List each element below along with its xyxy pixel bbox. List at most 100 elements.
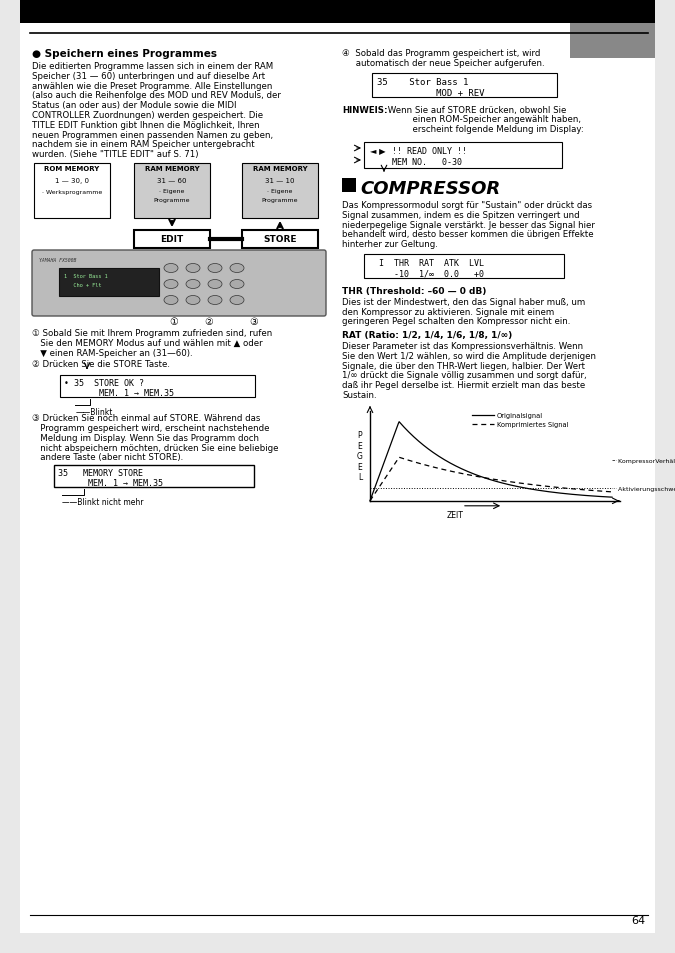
Ellipse shape — [186, 264, 200, 274]
Text: anwählen wie die Preset Programme. Alle Einstellungen: anwählen wie die Preset Programme. Alle … — [32, 82, 273, 91]
Bar — [54, 466, 254, 488]
Text: MOD + REV: MOD + REV — [377, 89, 485, 97]
Ellipse shape — [230, 296, 244, 305]
Text: geringeren Pegel schalten den Kompressor nicht ein.: geringeren Pegel schalten den Kompressor… — [342, 317, 570, 326]
Text: ② Drücken Sie die STORE Taste.: ② Drücken Sie die STORE Taste. — [32, 360, 170, 369]
Bar — [242, 231, 318, 249]
Text: · Eigene: · Eigene — [159, 189, 185, 193]
Text: 31 — 60: 31 — 60 — [157, 178, 187, 184]
Text: 31 — 10: 31 — 10 — [265, 178, 295, 184]
Text: ◄ ▶: ◄ ▶ — [370, 147, 385, 156]
Text: Programm gespeichert wird, erscheint nachstehende: Programm gespeichert wird, erscheint nac… — [32, 423, 269, 433]
Text: !! READ ONLY !!: !! READ ONLY !! — [392, 147, 467, 156]
Text: ③ Drücken Sie noch einmal auf STORE. Während das: ③ Drücken Sie noch einmal auf STORE. Wäh… — [32, 414, 261, 423]
Text: den Kompressor zu aktivieren. Signale mit einem: den Kompressor zu aktivieren. Signale mi… — [342, 307, 554, 316]
Text: nicht abspeichern möchten, drücken Sie eine beliebige: nicht abspeichern möchten, drücken Sie e… — [32, 443, 279, 452]
Text: einen ROM-Speicher angewählt haben,: einen ROM-Speicher angewählt haben, — [385, 115, 581, 124]
Bar — [134, 164, 210, 219]
Text: ▼ einen RAM-Speicher an (31—60).: ▼ einen RAM-Speicher an (31—60). — [32, 348, 192, 357]
Text: I  THR  RAT  ATK  LVL: I THR RAT ATK LVL — [369, 258, 484, 268]
Text: Komprimiertes Signal: Komprimiertes Signal — [497, 421, 568, 427]
Text: • 35  STORE OK ?: • 35 STORE OK ? — [64, 378, 144, 388]
Ellipse shape — [208, 280, 222, 289]
Text: CONTROLLER Zuordnungen) werden gespeichert. Die: CONTROLLER Zuordnungen) werden gespeiche… — [32, 111, 263, 120]
Ellipse shape — [186, 296, 200, 305]
Text: (also auch die Reihenfolge des MOD und REV Moduls, der: (also auch die Reihenfolge des MOD und R… — [32, 91, 281, 100]
Ellipse shape — [164, 264, 178, 274]
Text: 1 — 30, 0: 1 — 30, 0 — [55, 178, 89, 184]
Bar — [372, 73, 557, 97]
Text: KompressorVerhältnis (RAT): KompressorVerhältnis (RAT) — [618, 458, 675, 463]
Text: Wenn Sie auf STORE drücken, obwohl Sie: Wenn Sie auf STORE drücken, obwohl Sie — [385, 106, 566, 114]
Text: ④  Sobald das Programm gespeichert ist, wird: ④ Sobald das Programm gespeichert ist, w… — [342, 49, 541, 58]
Text: nachdem sie in einem RAM Speicher untergebracht: nachdem sie in einem RAM Speicher unterg… — [32, 140, 254, 150]
Ellipse shape — [230, 280, 244, 289]
Text: Programme: Programme — [262, 198, 298, 203]
Text: COMPRESSOR: COMPRESSOR — [360, 180, 500, 198]
Text: -10  1/∞  0.0   +0: -10 1/∞ 0.0 +0 — [369, 270, 484, 278]
Bar — [364, 254, 564, 278]
Text: behandelt wird, desto besser kommen die übrigen Effekte: behandelt wird, desto besser kommen die … — [342, 231, 593, 239]
Text: ②: ② — [205, 316, 213, 327]
Bar — [34, 164, 110, 219]
Bar — [60, 375, 255, 397]
Text: 35   MEMORY STORE: 35 MEMORY STORE — [58, 469, 143, 477]
Text: TITLE EDIT Funktion gibt Ihnen die Möglichkeit, Ihren: TITLE EDIT Funktion gibt Ihnen die Mögli… — [32, 121, 260, 130]
Text: MEM NO.   0-30: MEM NO. 0-30 — [392, 158, 462, 167]
Bar — [570, 24, 655, 59]
Text: andere Taste (aber nicht STORE).: andere Taste (aber nicht STORE). — [32, 453, 183, 462]
Ellipse shape — [164, 296, 178, 305]
Text: Cho + Flt: Cho + Flt — [64, 283, 101, 288]
Text: Meldung im Display. Wenn Sie das Programm doch: Meldung im Display. Wenn Sie das Program… — [32, 434, 259, 442]
Text: STORE: STORE — [263, 235, 297, 244]
Text: niederpegelige Signale verstärkt. Je besser das Signal hier: niederpegelige Signale verstärkt. Je bes… — [342, 220, 595, 230]
Text: daß ihr Pegel derselbe ist. Hiermit erzielt man das beste: daß ihr Pegel derselbe ist. Hiermit erzi… — [342, 381, 585, 390]
Text: ——Blinkt: ——Blinkt — [76, 408, 113, 416]
FancyBboxPatch shape — [32, 251, 326, 316]
Ellipse shape — [186, 280, 200, 289]
Text: Das Kompressormodul sorgt für "Sustain" oder drückt das: Das Kompressormodul sorgt für "Sustain" … — [342, 201, 592, 210]
Text: MEM. 1 → MEM.35: MEM. 1 → MEM.35 — [58, 478, 163, 488]
Text: 1  Stor Bass 1: 1 Stor Bass 1 — [64, 274, 108, 278]
Bar — [342, 179, 356, 193]
Ellipse shape — [230, 264, 244, 274]
Text: Signal zusammen, indem es die Spitzen verringert und: Signal zusammen, indem es die Spitzen ve… — [342, 211, 580, 219]
Text: ZEIT: ZEIT — [446, 510, 463, 519]
Text: ● Speichern eines Programmes: ● Speichern eines Programmes — [32, 49, 217, 59]
Text: erscheint folgende Meldung im Display:: erscheint folgende Meldung im Display: — [385, 125, 584, 134]
Bar — [59, 269, 159, 296]
Text: P
E
G
E
L: P E G E L — [357, 431, 363, 481]
Text: Die editierten Programme lassen sich in einem der RAM: Die editierten Programme lassen sich in … — [32, 62, 273, 71]
Text: RAM MEMORY: RAM MEMORY — [144, 166, 199, 172]
Bar — [134, 231, 210, 249]
Text: 64: 64 — [631, 915, 645, 925]
Bar — [364, 143, 562, 169]
Text: ① Sobald Sie mit Ihrem Programm zufrieden sind, rufen: ① Sobald Sie mit Ihrem Programm zufriede… — [32, 329, 272, 337]
Text: EDIT: EDIT — [161, 235, 184, 244]
Text: Originalsignal: Originalsignal — [497, 413, 543, 418]
Text: Sie den Wert 1/2 wählen, so wird die Amplitude derjenigen: Sie den Wert 1/2 wählen, so wird die Amp… — [342, 352, 596, 360]
Text: YAMAHA FX500B: YAMAHA FX500B — [39, 257, 76, 263]
Text: hinterher zur Geltung.: hinterher zur Geltung. — [342, 240, 438, 249]
Text: ①: ① — [169, 316, 178, 327]
Text: RAM MEMORY: RAM MEMORY — [252, 166, 307, 172]
Text: Signale, die über den THR-Wert liegen, halbier. Der Wert: Signale, die über den THR-Wert liegen, h… — [342, 361, 585, 370]
Text: THR (Threshold: –60 — 0 dB): THR (Threshold: –60 — 0 dB) — [342, 287, 487, 295]
Text: · Werksprogramme: · Werksprogramme — [42, 190, 102, 194]
Bar — [242, 164, 318, 219]
Ellipse shape — [208, 296, 222, 305]
Text: Status (an oder aus) der Module sowie die MIDI: Status (an oder aus) der Module sowie di… — [32, 101, 236, 111]
Text: RAT (Ratio: 1/2, 1/4, 1/6, 1/8, 1/∞): RAT (Ratio: 1/2, 1/4, 1/6, 1/8, 1/∞) — [342, 331, 512, 340]
Text: Dies ist der Mindestwert, den das Signal haber muß, um: Dies ist der Mindestwert, den das Signal… — [342, 297, 585, 307]
Text: MEM. 1 → MEM.35: MEM. 1 → MEM.35 — [64, 389, 174, 397]
Text: ROM MEMORY: ROM MEMORY — [45, 166, 100, 172]
Text: · Eigene: · Eigene — [267, 189, 293, 193]
Text: Aktivierungsschwelle (THR): Aktivierungsschwelle (THR) — [618, 486, 675, 491]
Bar — [20, 0, 655, 24]
Text: Programme: Programme — [154, 198, 190, 203]
Text: wurden. (Siehe "TITLE EDIT" auf S. 71): wurden. (Siehe "TITLE EDIT" auf S. 71) — [32, 150, 198, 159]
Text: 35    Stor Bass 1: 35 Stor Bass 1 — [377, 77, 468, 87]
Text: automatisch der neue Speicher aufgerufen.: automatisch der neue Speicher aufgerufen… — [342, 59, 545, 68]
Text: 1/∞ drückt die Signale völlig zusammen und sorgt dafür,: 1/∞ drückt die Signale völlig zusammen u… — [342, 371, 587, 380]
Text: Sustain.: Sustain. — [342, 391, 377, 399]
